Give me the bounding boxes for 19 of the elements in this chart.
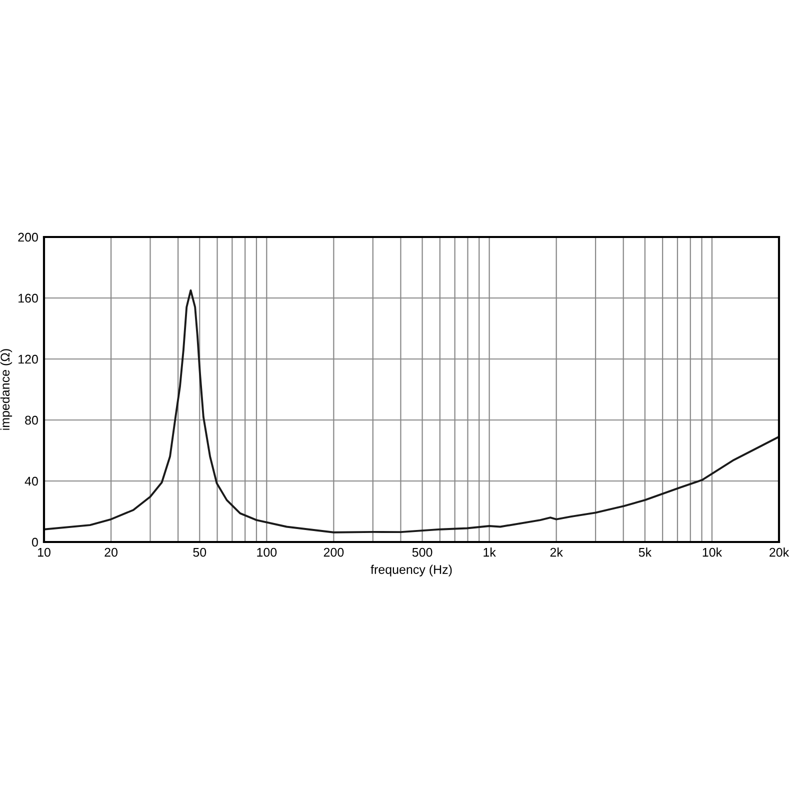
x-tick-label: 20k (770, 548, 790, 557)
x-tick-label: 100 (257, 548, 277, 557)
x-axis-title: frequency (Hz) (370, 564, 452, 576)
y-tick-label: 200 (18, 232, 38, 242)
x-tick-label: 2k (550, 548, 563, 557)
y-axis-title: impedance (Ω) (0, 349, 12, 430)
x-tick-label: 20 (104, 548, 118, 557)
x-tick-label: 500 (412, 548, 432, 557)
x-tick-label: 200 (324, 548, 344, 557)
x-tick-label: 1k (484, 548, 496, 557)
x-tick-label: 10k (702, 548, 722, 557)
y-tick-label: 160 (18, 294, 38, 303)
x-tick-label: 50 (193, 548, 206, 557)
x-tick-label: 5k (638, 548, 652, 557)
y-tick-label: 0 (32, 538, 38, 547)
y-tick-label: 80 (25, 416, 38, 425)
y-tick-label: 120 (18, 354, 38, 364)
x-tick-label: 10 (38, 548, 50, 557)
y-tick-label: 40 (24, 476, 38, 486)
